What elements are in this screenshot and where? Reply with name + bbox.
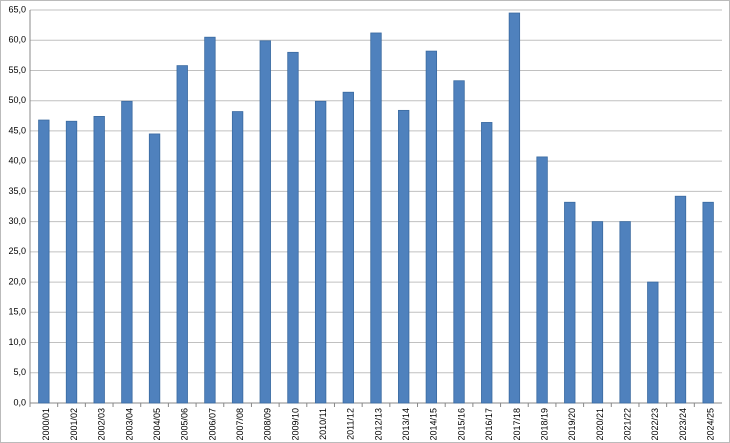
- bar: [564, 201, 576, 404]
- y-tick-label: 45,0: [8, 125, 26, 135]
- bar: [508, 12, 521, 404]
- bar: [536, 156, 548, 404]
- bar: [674, 195, 687, 404]
- y-tick-label: 15,0: [8, 307, 26, 317]
- bar: [231, 111, 244, 404]
- x-tick-label: 2023/24: [678, 408, 688, 441]
- x-tick-label: 2015/16: [456, 408, 466, 441]
- x-tick-label: 2006/07: [207, 408, 217, 441]
- x-tick-label: 2024/25: [706, 408, 716, 441]
- bar: [204, 36, 216, 404]
- bar: [259, 40, 271, 404]
- bar: [481, 122, 493, 404]
- x-tick-label: 2011/12: [346, 408, 356, 440]
- x-tick-label: 2010/11: [318, 408, 328, 440]
- x-tick-label: 2009/10: [290, 408, 300, 441]
- bar: [148, 133, 161, 404]
- y-tick-label: 50,0: [8, 95, 26, 105]
- bar: [287, 51, 299, 404]
- bar: [619, 221, 631, 404]
- y-tick-label: 0,0: [13, 397, 26, 407]
- x-tick-label: 2014/15: [429, 408, 439, 441]
- x-tick-label: 2000/01: [41, 408, 51, 441]
- x-tick-label: 2013/14: [401, 408, 411, 441]
- bar: [591, 221, 604, 404]
- bar: [702, 201, 714, 404]
- y-tick-label: 20,0: [8, 276, 26, 286]
- y-tick-label: 5,0: [13, 367, 26, 377]
- x-tick-label: 2018/19: [539, 408, 549, 441]
- y-tick-label: 65,0: [8, 4, 26, 14]
- bar: [342, 91, 354, 404]
- x-tick-label: 2001/02: [69, 408, 79, 441]
- y-tick-label: 25,0: [8, 246, 26, 256]
- x-tick-label: 2017/18: [512, 408, 522, 441]
- x-tick-label: 2021/22: [622, 408, 632, 441]
- bar: [176, 65, 188, 404]
- bar: [65, 120, 78, 404]
- bar: [370, 32, 382, 404]
- bar: [121, 100, 133, 404]
- x-tick-label: 2004/05: [152, 408, 162, 441]
- x-tick-label: 2008/09: [263, 408, 273, 441]
- x-tick-label: 2002/03: [97, 408, 107, 441]
- bar: [647, 281, 659, 404]
- x-tick-label: 2019/20: [567, 408, 577, 441]
- y-tick-label: 10,0: [8, 337, 26, 347]
- x-tick-label: 2022/23: [650, 408, 660, 441]
- y-tick-label: 30,0: [8, 216, 26, 226]
- bar: [38, 119, 50, 404]
- bar: [93, 116, 105, 404]
- bar: [425, 50, 438, 404]
- x-tick-label: 2012/13: [373, 408, 383, 441]
- x-tick-label: 2016/17: [484, 408, 494, 441]
- bar: [453, 80, 465, 404]
- y-tick-label: 55,0: [8, 65, 26, 75]
- bar: [314, 100, 327, 404]
- y-tick-label: 60,0: [8, 35, 26, 45]
- x-tick-label: 2007/08: [235, 408, 245, 441]
- y-tick-label: 35,0: [8, 186, 26, 196]
- x-tick-label: 2020/21: [595, 408, 605, 441]
- bar: [398, 109, 410, 404]
- y-tick-label: 40,0: [8, 156, 26, 166]
- x-tick-label: 2005/06: [180, 408, 190, 441]
- x-tick-label: 2003/04: [124, 408, 134, 441]
